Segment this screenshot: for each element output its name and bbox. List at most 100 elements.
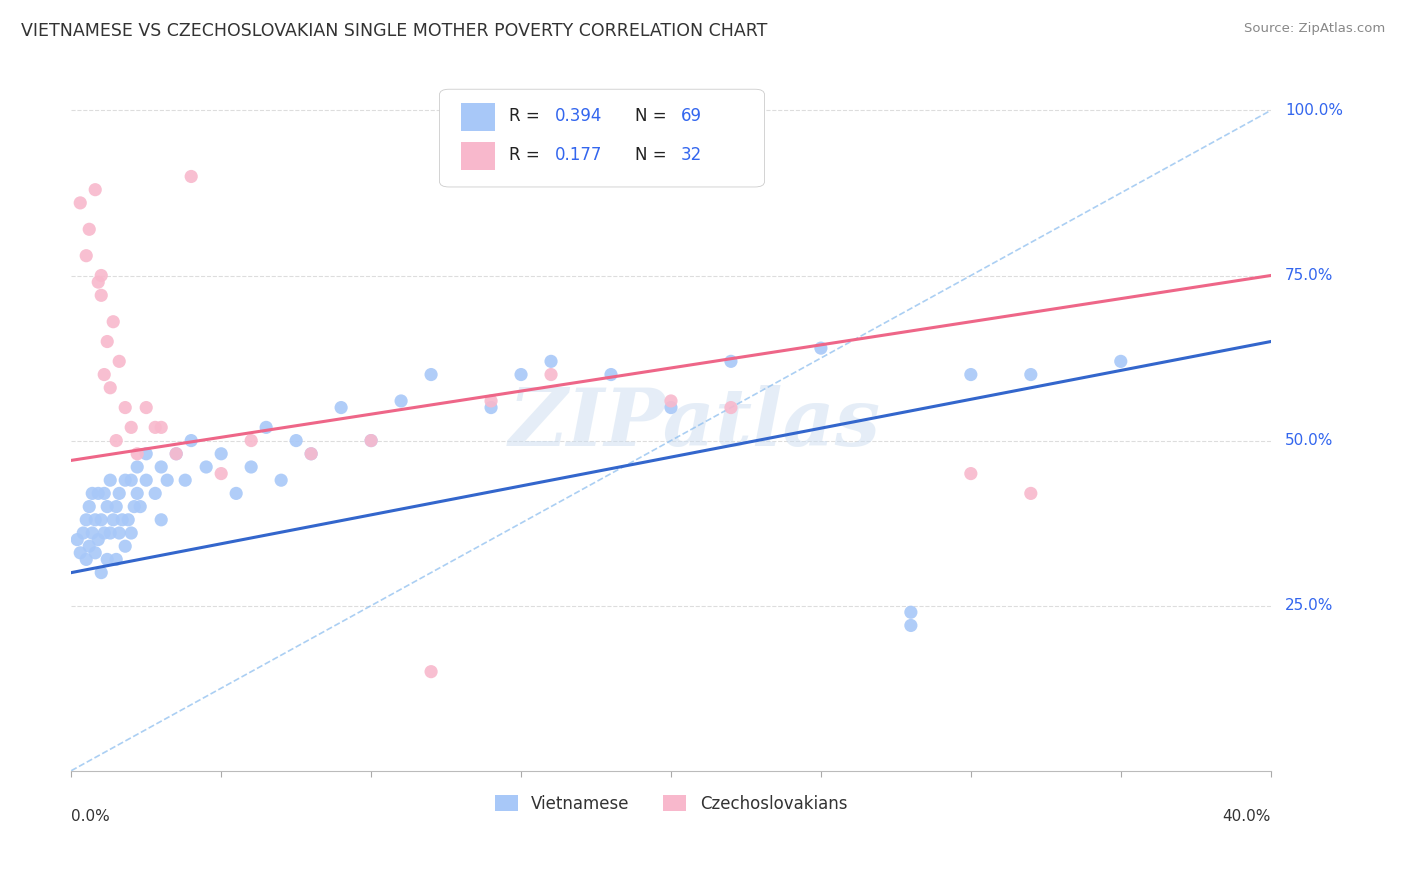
Text: 25.0%: 25.0% <box>1285 599 1333 613</box>
Point <box>960 368 983 382</box>
Point <box>90 288 112 302</box>
Point <box>1019 368 1042 382</box>
Point <box>299 447 322 461</box>
Point <box>389 394 412 409</box>
Text: 0.394: 0.394 <box>554 106 602 125</box>
Point <box>93 526 115 541</box>
Point <box>87 533 110 547</box>
Point <box>84 513 107 527</box>
Text: 100.0%: 100.0% <box>1285 103 1343 118</box>
Point <box>420 368 443 382</box>
Text: N =: N = <box>636 146 672 164</box>
Point <box>77 500 100 514</box>
Point <box>117 513 139 527</box>
Text: R =: R = <box>509 146 546 164</box>
Point <box>960 467 983 481</box>
Text: 0.177: 0.177 <box>554 146 602 164</box>
Point <box>225 486 247 500</box>
Point <box>108 526 131 541</box>
Point <box>75 513 97 527</box>
Point <box>108 486 131 500</box>
Text: VIETNAMESE VS CZECHOSLOVAKIAN SINGLE MOTHER POVERTY CORRELATION CHART: VIETNAMESE VS CZECHOSLOVAKIAN SINGLE MOT… <box>21 22 768 40</box>
Point <box>103 315 125 329</box>
Point <box>77 539 100 553</box>
Point <box>180 434 202 448</box>
Point <box>720 354 742 368</box>
Point <box>129 500 152 514</box>
Point <box>111 513 134 527</box>
Point <box>120 473 142 487</box>
Point <box>90 268 112 283</box>
Point <box>479 401 502 415</box>
Point <box>127 486 149 500</box>
Point <box>135 447 157 461</box>
Point <box>103 513 125 527</box>
Point <box>127 460 149 475</box>
Point <box>195 460 218 475</box>
Point <box>77 222 100 236</box>
Bar <box>461 103 495 131</box>
Point <box>285 434 308 448</box>
Point <box>150 460 173 475</box>
Point <box>150 513 173 527</box>
Legend: Vietnamese, Czechoslovakians: Vietnamese, Czechoslovakians <box>488 788 853 819</box>
Point <box>120 420 142 434</box>
Point <box>254 420 277 434</box>
Point <box>540 368 562 382</box>
Point <box>180 169 202 184</box>
Point <box>135 401 157 415</box>
Point <box>90 513 112 527</box>
Bar <box>461 142 495 169</box>
Point <box>209 447 232 461</box>
Point <box>105 434 128 448</box>
Point <box>540 354 562 368</box>
Point <box>659 394 682 409</box>
Point <box>93 486 115 500</box>
Text: 69: 69 <box>681 106 702 125</box>
Point <box>600 368 623 382</box>
Text: 50.0%: 50.0% <box>1285 434 1333 448</box>
FancyBboxPatch shape <box>440 89 765 187</box>
Point <box>87 275 110 289</box>
Point <box>87 486 110 500</box>
Text: Source: ZipAtlas.com: Source: ZipAtlas.com <box>1244 22 1385 36</box>
Point <box>96 334 118 349</box>
Point <box>143 486 166 500</box>
Point <box>240 434 263 448</box>
Point <box>98 526 121 541</box>
Point <box>510 368 533 382</box>
Point <box>108 354 131 368</box>
Point <box>127 447 149 461</box>
Point <box>114 401 136 415</box>
Point <box>120 526 142 541</box>
Point <box>240 460 263 475</box>
Point <box>330 401 353 415</box>
Point <box>96 552 118 566</box>
Point <box>360 434 382 448</box>
Text: 40.0%: 40.0% <box>1222 809 1271 824</box>
Point <box>150 420 173 434</box>
Point <box>143 420 166 434</box>
Point <box>98 473 121 487</box>
Point <box>479 394 502 409</box>
Point <box>900 618 922 632</box>
Point <box>84 546 107 560</box>
Point <box>299 447 322 461</box>
Point <box>1109 354 1132 368</box>
Point <box>72 526 94 541</box>
Point <box>165 447 187 461</box>
Point <box>810 341 832 355</box>
Point <box>90 566 112 580</box>
Point <box>96 500 118 514</box>
Point <box>93 368 115 382</box>
Point <box>82 486 104 500</box>
Point <box>900 605 922 619</box>
Text: R =: R = <box>509 106 546 125</box>
Point <box>165 447 187 461</box>
Point <box>105 552 128 566</box>
Text: 75.0%: 75.0% <box>1285 268 1333 283</box>
Point <box>659 401 682 415</box>
Point <box>82 526 104 541</box>
Point <box>720 401 742 415</box>
Point <box>360 434 382 448</box>
